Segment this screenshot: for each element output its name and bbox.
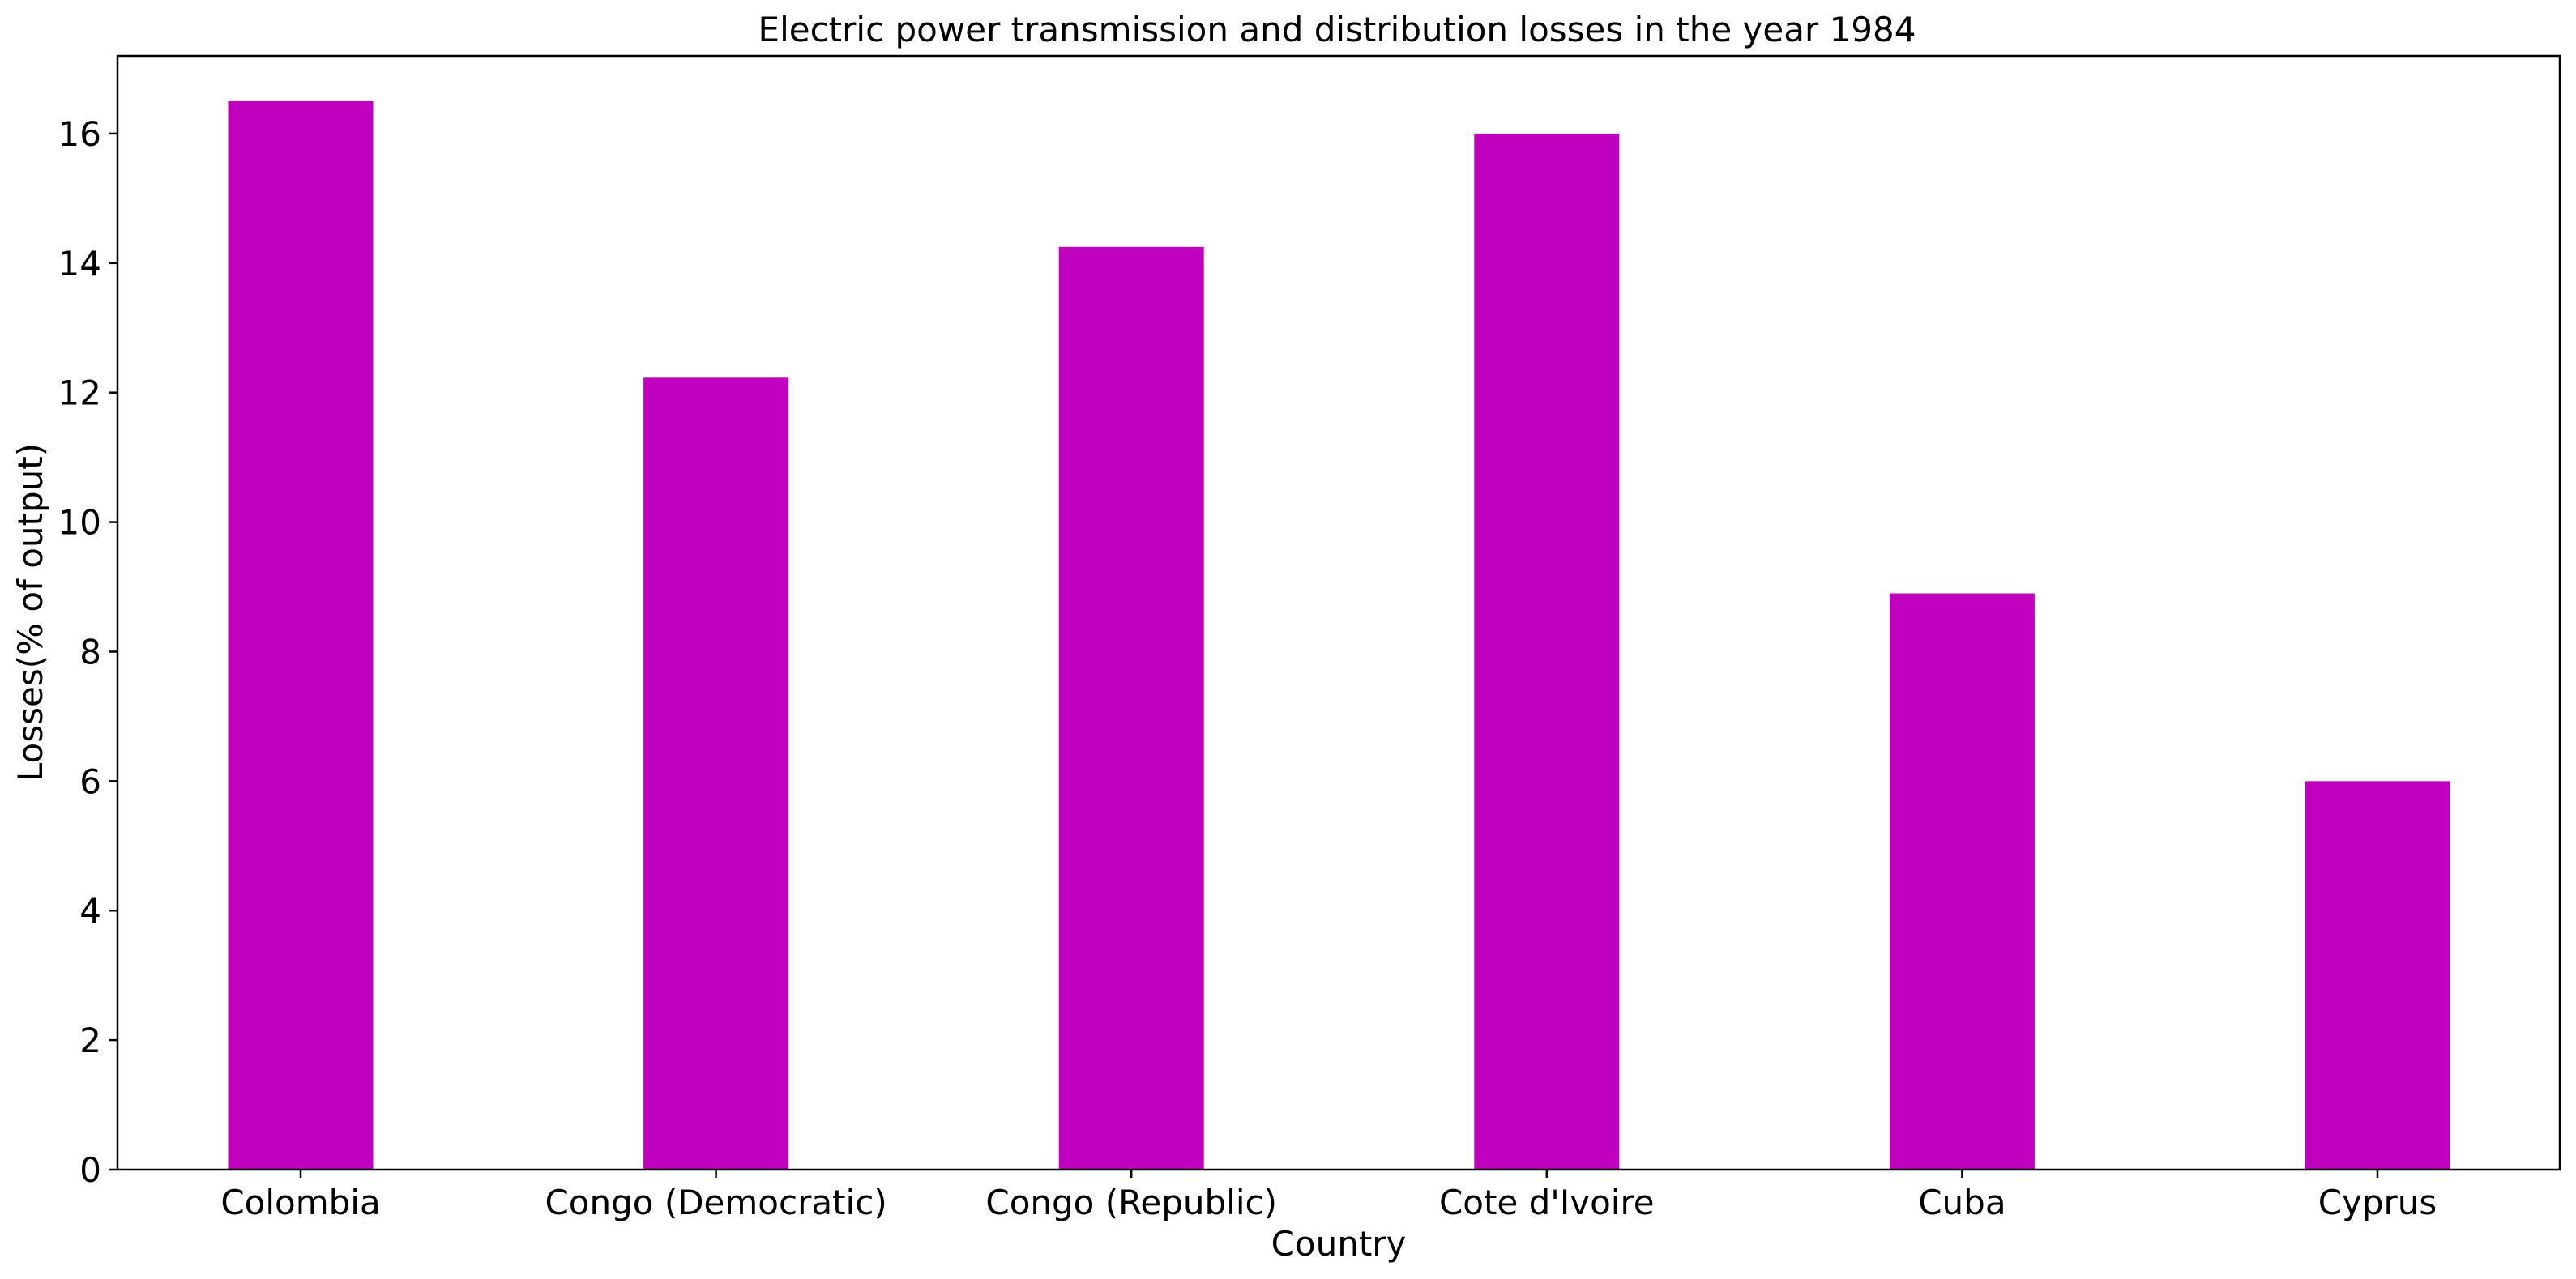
bar-congo-republic [1058, 246, 1204, 1170]
y-tick-label: 4 [79, 891, 101, 931]
x-axis: Colombia Congo (Democratic) Congo (Republi… [220, 1170, 2437, 1222]
bar-colombia [228, 100, 374, 1170]
x-tick-label: Congo (Democratic) [545, 1183, 886, 1222]
chart-title: Electric power transmission and distribu… [758, 10, 1916, 49]
y-axis: 0 2 4 6 8 10 12 14 16 [58, 114, 117, 1190]
plot-frame [116, 54, 2561, 1171]
y-tick-label: 0 [79, 1150, 101, 1190]
y-tick-label: 2 [79, 1021, 101, 1060]
x-tick-label: Cyprus [2318, 1183, 2437, 1222]
y-tick-label: 14 [58, 244, 101, 284]
y-tick-label: 10 [58, 503, 101, 543]
bar-cote-d-ivoire [1474, 133, 1620, 1170]
bar-congo-democratic [643, 377, 789, 1170]
x-tick-label: Cote d'Ivoire [1439, 1183, 1655, 1222]
x-tick-label: Cuba [1918, 1183, 2006, 1222]
x-tick-label: Congo (Republic) [985, 1183, 1277, 1222]
bars-group [228, 100, 2450, 1170]
bar-cuba [1889, 593, 2035, 1170]
y-tick-label: 8 [79, 632, 101, 671]
x-axis-label: Country [1271, 1224, 1407, 1264]
y-tick-label: 6 [79, 761, 101, 801]
y-tick-label: 16 [58, 114, 101, 154]
y-tick-label: 12 [58, 373, 101, 413]
x-tick-label: Colombia [220, 1183, 380, 1222]
y-axis-label: Losses(% of output) [11, 443, 50, 782]
bar-cyprus [2305, 781, 2450, 1170]
